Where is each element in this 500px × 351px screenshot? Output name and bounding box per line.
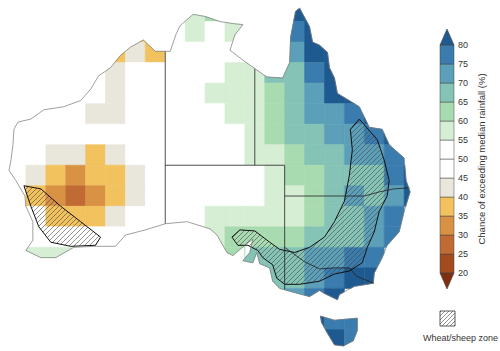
svg-text:60: 60 [458,116,468,126]
svg-text:40: 40 [458,192,468,202]
svg-text:Wheat/sheep zone: Wheat/sheep zone [423,333,498,343]
svg-text:30: 30 [458,230,468,240]
svg-text:65: 65 [458,97,468,107]
svg-text:80: 80 [458,40,468,50]
svg-text:45: 45 [458,173,468,183]
svg-text:55: 55 [458,135,468,145]
svg-text:50: 50 [458,154,468,164]
svg-text:75: 75 [458,59,468,69]
svg-text:70: 70 [458,78,468,88]
svg-text:35: 35 [458,211,468,221]
svg-text:Chance of exceeding median rai: Chance of exceeding median rainfall (%) [476,73,487,244]
svg-text:25: 25 [458,249,468,259]
svg-text:20: 20 [458,268,468,278]
